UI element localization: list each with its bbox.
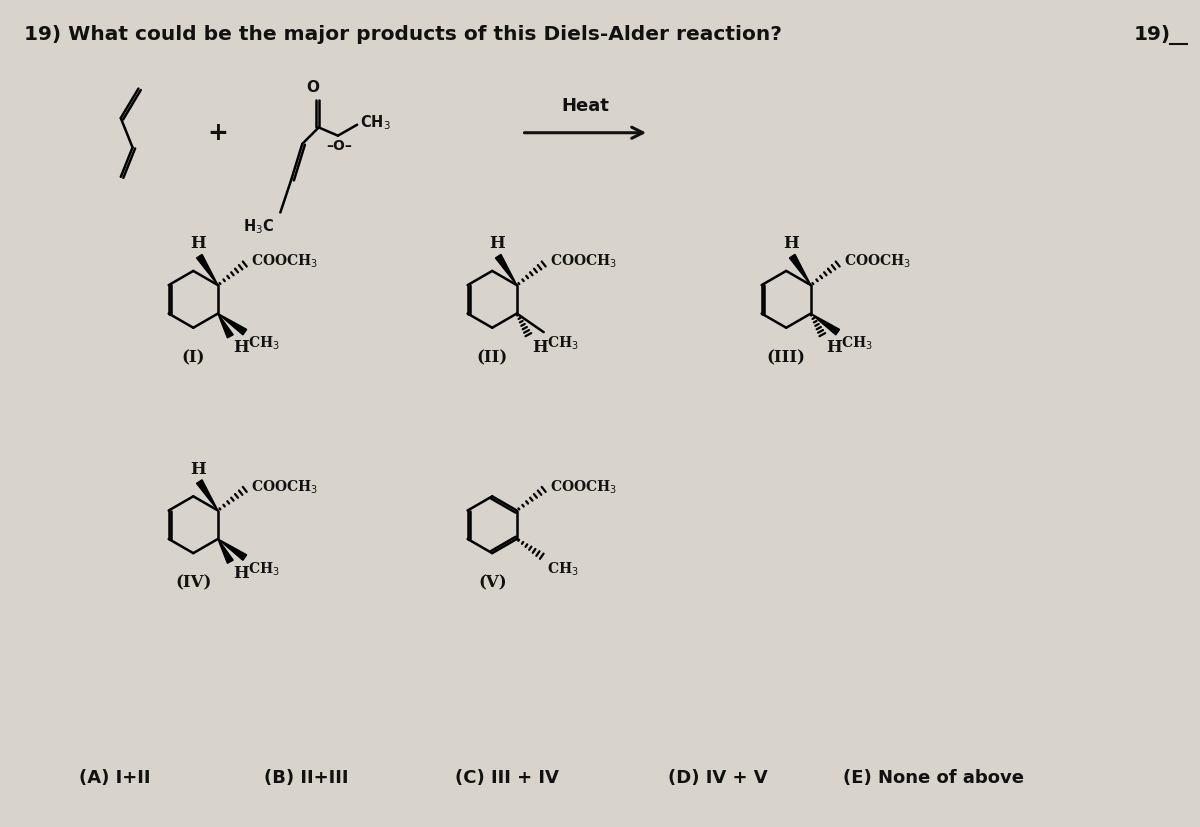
- Text: (E) None of above: (E) None of above: [842, 768, 1024, 786]
- Polygon shape: [218, 313, 247, 335]
- Text: (I): (I): [181, 349, 205, 366]
- Text: (III): (III): [767, 349, 805, 366]
- Polygon shape: [790, 255, 811, 285]
- Text: 19): 19): [1134, 25, 1171, 44]
- Text: H: H: [826, 339, 842, 356]
- Text: (IV): (IV): [175, 575, 211, 591]
- Text: COOCH$_3$: COOCH$_3$: [251, 253, 318, 270]
- Text: CH$_3$: CH$_3$: [360, 113, 391, 132]
- Text: H: H: [233, 565, 250, 581]
- Text: H: H: [191, 461, 206, 478]
- Text: CH$_3$: CH$_3$: [547, 335, 578, 352]
- Text: COOCH$_3$: COOCH$_3$: [550, 478, 617, 495]
- Text: (A) I+II: (A) I+II: [79, 768, 151, 786]
- Text: H: H: [191, 235, 206, 252]
- Text: O: O: [306, 80, 319, 95]
- Text: Heat: Heat: [562, 97, 610, 115]
- Text: (II): (II): [476, 349, 508, 366]
- Text: H: H: [490, 235, 505, 252]
- Text: 19) What could be the major products of this Diels-Alder reaction?: 19) What could be the major products of …: [24, 25, 781, 44]
- Text: H$_3$C: H$_3$C: [244, 218, 275, 236]
- Text: CH$_3$: CH$_3$: [247, 561, 280, 578]
- Text: +: +: [208, 121, 228, 145]
- Text: CH$_3$: CH$_3$: [841, 335, 872, 352]
- Polygon shape: [197, 480, 218, 510]
- Polygon shape: [218, 313, 233, 338]
- Text: (V): (V): [478, 575, 506, 591]
- Polygon shape: [218, 539, 233, 563]
- Text: CH$_3$: CH$_3$: [547, 561, 578, 578]
- Polygon shape: [496, 255, 517, 285]
- Text: –O–: –O–: [326, 139, 352, 153]
- Text: H: H: [233, 339, 250, 356]
- Polygon shape: [218, 539, 247, 560]
- Text: COOCH$_3$: COOCH$_3$: [844, 253, 911, 270]
- Text: COOCH$_3$: COOCH$_3$: [251, 478, 318, 495]
- Text: H: H: [532, 339, 548, 356]
- Text: COOCH$_3$: COOCH$_3$: [550, 253, 617, 270]
- Text: (B) II+III: (B) II+III: [264, 768, 348, 786]
- Text: (D) IV + V: (D) IV + V: [667, 768, 768, 786]
- Text: H: H: [784, 235, 799, 252]
- Polygon shape: [197, 255, 218, 285]
- Text: (C) III + IV: (C) III + IV: [455, 768, 559, 786]
- Polygon shape: [811, 313, 840, 335]
- Text: CH$_3$: CH$_3$: [247, 335, 280, 352]
